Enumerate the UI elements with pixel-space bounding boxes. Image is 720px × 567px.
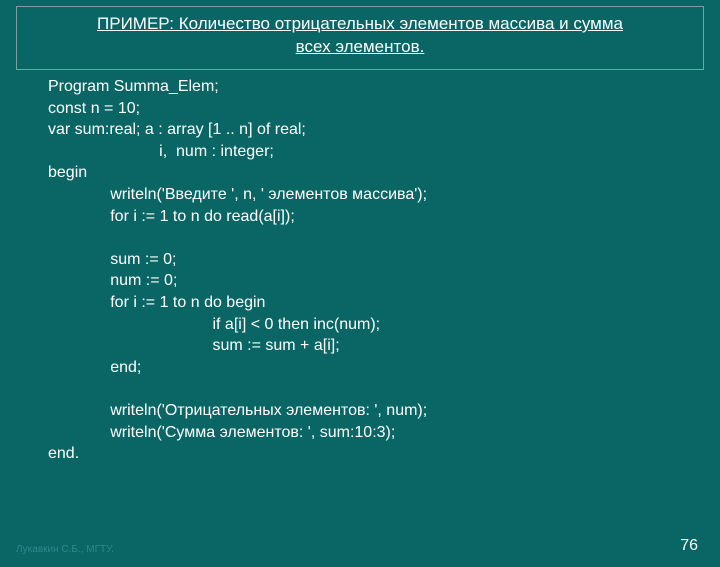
footer-author: Лукавкин С.Б., МГТУ. xyxy=(16,544,114,555)
code-block: Program Summa_Elem; const n = 10; var su… xyxy=(48,76,680,465)
title-line-1: ПРИМЕР: Количество отрицательных элемент… xyxy=(29,13,691,36)
title-line-2: всех элементов. xyxy=(29,36,691,59)
title-prefix: ПРИМЕР: xyxy=(97,14,174,33)
title-rest-1: Количество отрицательных элементов масси… xyxy=(174,14,623,33)
page-number: 76 xyxy=(680,537,698,555)
slide: ПРИМЕР: Количество отрицательных элемент… xyxy=(0,0,720,567)
title-box: ПРИМЕР: Количество отрицательных элемент… xyxy=(16,6,704,70)
